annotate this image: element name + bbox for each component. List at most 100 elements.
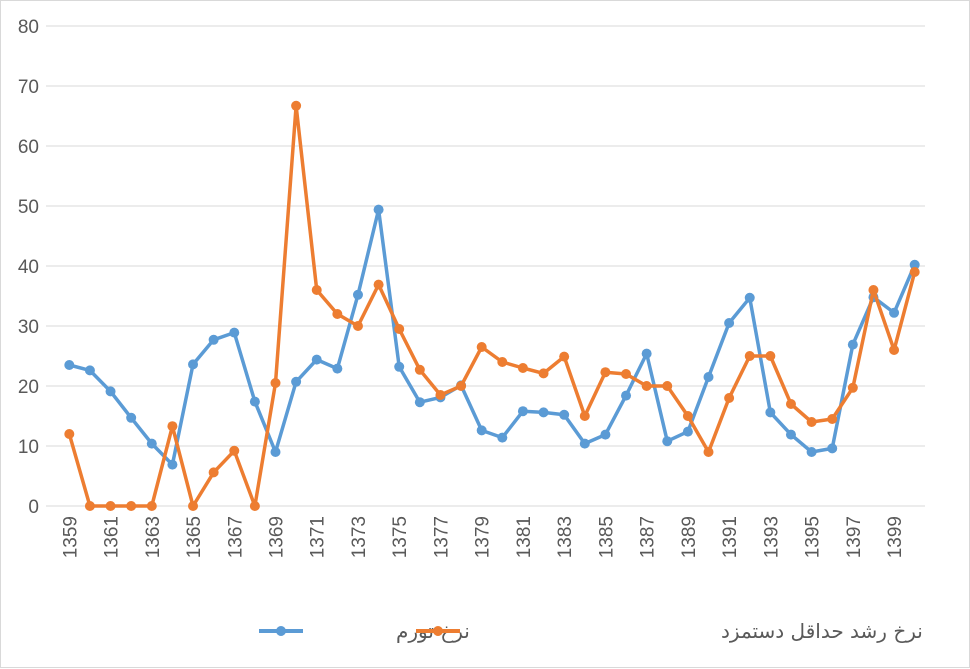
data-point [579, 438, 590, 449]
data-point [332, 363, 343, 374]
data-point [249, 396, 260, 407]
x-tick-label: 1397 [844, 516, 865, 558]
data-point [373, 204, 384, 215]
series-line [68, 207, 917, 467]
data-point [208, 467, 219, 478]
data-point [456, 381, 467, 391]
data-point [765, 407, 776, 418]
x-tick-label: 1387 [638, 516, 659, 558]
legend-label-min-wage-growth: نرخ رشد حداقل دستمزد [721, 619, 923, 643]
series-line [67, 104, 917, 508]
x-tick-label: 1361 [102, 516, 123, 558]
data-point [744, 292, 755, 303]
data-point [64, 360, 75, 370]
data-point [703, 447, 714, 457]
data-point [373, 279, 384, 290]
legend-item-min-wage-growth: نرخ رشد حداقل دستمزد [416, 619, 923, 643]
data-point [517, 363, 528, 373]
data-point [476, 342, 487, 352]
y-axis-ticks: 0 10 20 30 40 50 60 70 80 [18, 17, 39, 518]
series-0 [64, 204, 920, 470]
data-point [167, 421, 178, 432]
series-1 [64, 100, 920, 511]
data-point [352, 321, 363, 331]
data-point [827, 414, 838, 424]
data-point [435, 390, 446, 400]
data-point [909, 259, 920, 270]
x-tick-label: 1377 [431, 516, 452, 558]
data-point [785, 429, 796, 440]
x-tick-label: 1365 [184, 516, 205, 558]
data-point [806, 447, 817, 457]
data-point [868, 285, 879, 295]
data-point [126, 501, 137, 511]
data-point [621, 369, 632, 379]
legend-marker-min-wage-growth [433, 626, 443, 636]
data-point [332, 309, 343, 319]
data-point [188, 501, 199, 511]
data-point [146, 501, 157, 511]
x-tick-label: 1375 [390, 516, 411, 558]
data-point [497, 357, 508, 367]
data-point [538, 407, 549, 418]
data-point [538, 368, 549, 379]
y-tick-label: 10 [18, 437, 39, 458]
data-point [909, 267, 920, 277]
data-point [105, 386, 116, 397]
y-tick-label: 80 [18, 17, 39, 38]
data-point [167, 459, 178, 470]
data-point [394, 361, 405, 372]
x-tick-label: 1393 [761, 516, 782, 558]
legend-marker-inflation [276, 626, 286, 636]
x-tick-label: 1381 [514, 516, 535, 558]
x-tick-label: 1359 [60, 516, 81, 558]
data-point [682, 411, 693, 421]
series-lines [64, 100, 920, 511]
x-tick-label: 1363 [143, 516, 164, 558]
y-tick-label: 60 [18, 137, 39, 158]
data-point [559, 409, 570, 420]
data-point [641, 381, 652, 391]
data-point [311, 354, 322, 365]
data-point [847, 382, 858, 393]
data-point [270, 447, 281, 457]
data-point [765, 351, 776, 361]
data-point [126, 412, 137, 423]
data-point [414, 364, 425, 375]
data-point [785, 399, 796, 409]
y-tick-label: 40 [18, 257, 39, 278]
y-tick-label: 50 [18, 197, 39, 218]
data-point [682, 426, 693, 437]
data-point [229, 445, 240, 456]
data-point [662, 436, 673, 447]
data-point [394, 324, 405, 334]
data-point [847, 339, 858, 350]
data-point [724, 318, 735, 328]
data-point [806, 417, 817, 427]
data-point [249, 501, 260, 511]
data-point [517, 406, 528, 417]
x-tick-label: 1395 [803, 516, 824, 558]
data-point [889, 307, 900, 318]
y-tick-label: 70 [18, 77, 39, 98]
data-point [146, 438, 157, 449]
data-point [600, 367, 611, 378]
x-tick-label: 1399 [885, 516, 906, 558]
x-tick-label: 1367 [225, 516, 246, 558]
x-tick-label: 1369 [267, 516, 288, 558]
y-tick-label: 30 [18, 317, 39, 338]
data-point [270, 378, 281, 388]
data-point [600, 429, 611, 440]
data-point [744, 351, 755, 361]
x-tick-label: 1379 [473, 516, 494, 558]
x-tick-label: 1385 [596, 516, 617, 558]
x-tick-label: 1391 [720, 516, 741, 558]
data-point [827, 443, 838, 454]
data-point [889, 345, 900, 355]
y-tick-label: 0 [28, 497, 39, 518]
x-tick-label: 1373 [349, 516, 370, 558]
data-point [724, 393, 735, 403]
x-tick-label: 1389 [679, 516, 700, 558]
data-point [105, 501, 116, 511]
